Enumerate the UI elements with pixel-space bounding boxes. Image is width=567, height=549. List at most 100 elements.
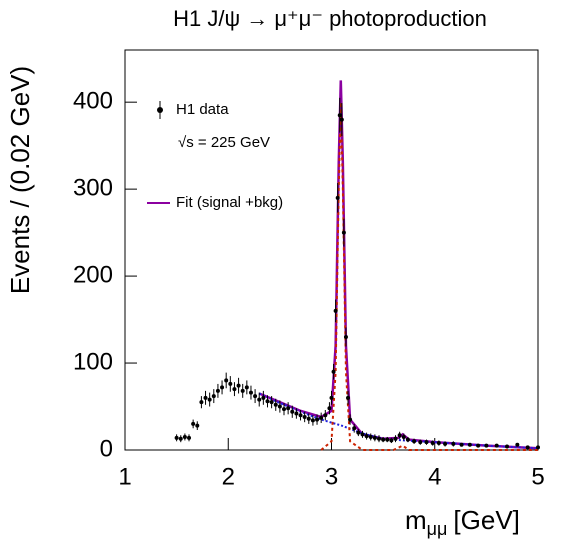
data-point bbox=[443, 441, 448, 446]
data-point bbox=[187, 435, 192, 440]
fit-line bbox=[258, 392, 539, 450]
data-point bbox=[525, 445, 530, 450]
legend-label: Fit (signal +bkg) bbox=[176, 194, 283, 211]
data-point bbox=[203, 395, 208, 400]
data-point bbox=[277, 404, 282, 409]
data-point bbox=[356, 430, 361, 435]
data-point bbox=[339, 117, 344, 122]
data-point bbox=[224, 378, 229, 383]
data-point bbox=[368, 434, 373, 439]
data-point bbox=[352, 426, 357, 431]
x-label-sub: μμ bbox=[427, 519, 448, 539]
data-point bbox=[329, 395, 334, 400]
data-point bbox=[412, 439, 417, 444]
data-point bbox=[436, 441, 441, 446]
data-point bbox=[505, 444, 510, 449]
data-point bbox=[327, 406, 332, 411]
data-point bbox=[536, 445, 540, 450]
data-point bbox=[191, 421, 196, 426]
x-label-unit: [GeV] bbox=[453, 505, 519, 535]
data-point bbox=[310, 418, 315, 423]
x-tick-label: 1 bbox=[118, 463, 131, 490]
data-point bbox=[335, 195, 340, 200]
chart-title: H1 J/ψ → μ⁺μ⁻ photoproduction bbox=[173, 6, 487, 31]
x-tick-label: 3 bbox=[325, 463, 338, 490]
data-point bbox=[323, 413, 328, 418]
data-point bbox=[240, 388, 245, 393]
data-point bbox=[282, 407, 287, 412]
x-tick-label: 5 bbox=[531, 463, 544, 490]
data-point bbox=[376, 436, 381, 441]
data-point bbox=[459, 442, 464, 447]
fit-line bbox=[320, 102, 538, 451]
data-point bbox=[248, 390, 253, 395]
data-point bbox=[215, 388, 220, 393]
data-point bbox=[232, 387, 237, 392]
x-label-main: m bbox=[405, 505, 427, 535]
data-point bbox=[257, 397, 262, 402]
data-point bbox=[515, 442, 520, 447]
data-point bbox=[341, 230, 346, 235]
data-point bbox=[286, 406, 291, 411]
x-axis-label: mμμ [GeV] bbox=[405, 505, 520, 539]
data-point bbox=[290, 409, 295, 414]
annotation: √s = 225 GeV bbox=[178, 134, 270, 151]
legend-label: H1 data bbox=[176, 101, 229, 118]
data-point bbox=[405, 437, 410, 442]
legend-marker bbox=[157, 107, 163, 113]
data-point bbox=[451, 441, 456, 446]
data-point bbox=[294, 411, 299, 416]
data-point bbox=[211, 394, 216, 399]
data-point bbox=[273, 402, 278, 407]
data-point bbox=[174, 435, 179, 440]
data-point bbox=[484, 443, 489, 448]
data-point bbox=[467, 442, 472, 447]
data-point bbox=[178, 436, 183, 441]
data-point bbox=[418, 440, 423, 445]
y-axis-label: Events / (0.02 GeV) bbox=[5, 66, 35, 294]
y-tick-label: 300 bbox=[73, 174, 113, 201]
data-point bbox=[372, 435, 377, 440]
data-point bbox=[182, 434, 187, 439]
data-point bbox=[364, 434, 369, 439]
data-point bbox=[424, 440, 429, 445]
data-point bbox=[348, 417, 353, 422]
data-point bbox=[298, 413, 303, 418]
data-point bbox=[236, 383, 241, 388]
data-point bbox=[389, 438, 394, 443]
data-point bbox=[253, 394, 258, 399]
fit-line bbox=[258, 80, 539, 450]
data-point bbox=[195, 423, 200, 428]
data-point bbox=[331, 369, 336, 374]
data-point bbox=[306, 416, 311, 421]
data-point bbox=[337, 113, 342, 118]
y-tick-label: 200 bbox=[73, 261, 113, 288]
data-point bbox=[381, 437, 386, 442]
data-point bbox=[244, 385, 249, 390]
data-point bbox=[333, 308, 338, 313]
data-point bbox=[346, 395, 351, 400]
data-point bbox=[360, 432, 365, 437]
data-point bbox=[220, 385, 225, 390]
y-tick-label: 0 bbox=[100, 435, 113, 462]
data-point bbox=[319, 415, 324, 420]
data-point bbox=[476, 443, 481, 448]
data-point bbox=[269, 400, 274, 405]
data-point bbox=[199, 400, 204, 405]
x-tick-label: 4 bbox=[428, 463, 441, 490]
data-point bbox=[397, 433, 402, 438]
data-point bbox=[430, 441, 435, 446]
data-point bbox=[228, 381, 233, 386]
data-point bbox=[261, 395, 266, 400]
data-point bbox=[315, 417, 320, 422]
data-point bbox=[207, 397, 212, 402]
data-point bbox=[302, 414, 307, 419]
data-point bbox=[265, 399, 270, 404]
y-tick-label: 400 bbox=[73, 88, 113, 115]
data-point bbox=[385, 437, 390, 442]
data-point bbox=[393, 436, 398, 441]
data-point bbox=[401, 434, 406, 439]
x-tick-label: 2 bbox=[222, 463, 235, 490]
data-point bbox=[494, 443, 499, 448]
